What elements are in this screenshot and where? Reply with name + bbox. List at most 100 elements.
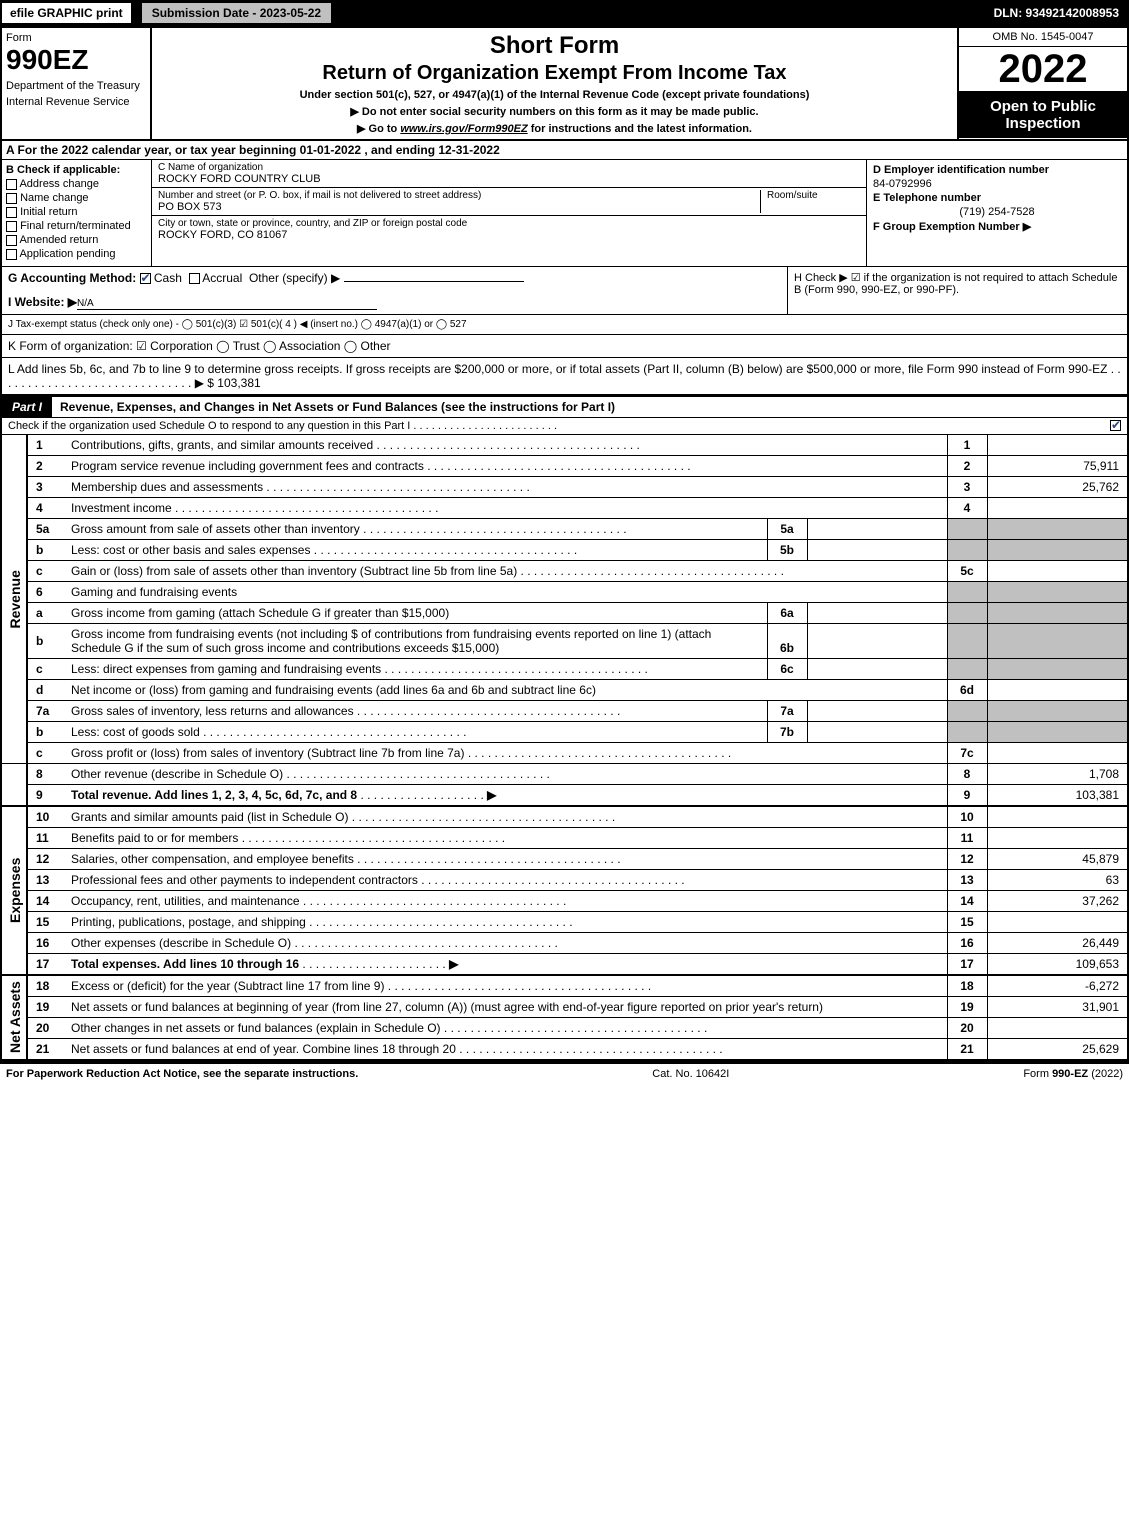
line-j: J Tax-exempt status (check only one) - ◯… [2,315,1127,335]
l9-no: 9 [27,785,67,807]
ein-label: D Employer identification number [873,164,1049,176]
phone-label: E Telephone number [873,192,981,204]
chk-cash[interactable] [140,273,151,284]
l20-outno: 20 [947,1018,987,1039]
l6-shade2 [987,582,1127,603]
street: PO BOX 573 [158,201,760,213]
group-exempt-label: F Group Exemption Number ▶ [873,221,1031,233]
title-short-form: Short Form [162,32,947,60]
chk-address[interactable]: Address change [6,178,147,190]
l8-outno: 8 [947,764,987,785]
l6b-desc: Gross income from fundraising events (no… [67,624,767,659]
l5a-desc: Gross amount from sale of assets other t… [67,519,767,540]
l17-desc: Total expenses. Add lines 10 through 16 … [67,954,947,976]
l20-no: 20 [27,1018,67,1039]
l9-desc: Total revenue. Add lines 1, 2, 3, 4, 5c,… [67,785,947,807]
l13-no: 13 [27,870,67,891]
l14-desc: Occupancy, rent, utilities, and maintena… [67,891,947,912]
l17-amt: 109,653 [987,954,1127,976]
l16-no: 16 [27,933,67,954]
l10-amt [987,806,1127,828]
dln: DLN: 93492142008953 [994,6,1129,20]
l13-desc: Professional fees and other payments to … [67,870,947,891]
col-c: C Name of organization ROCKY FORD COUNTR… [152,160,867,266]
room-label: Room/suite [767,190,860,201]
l21-desc: Net assets or fund balances at end of ye… [67,1039,947,1061]
part1-tab: Part I [2,397,52,417]
l20-amt [987,1018,1127,1039]
chk-accrual[interactable] [189,273,200,284]
l5b-no: b [27,540,67,561]
chk-pending[interactable]: Application pending [6,248,147,260]
street-label: Number and street (or P. O. box, if mail… [158,190,760,201]
chk-name[interactable]: Name change [6,192,147,204]
l5b-inamt [807,540,947,561]
l2-amt: 75,911 [987,456,1127,477]
l6b-inner: 6b [767,624,807,659]
l7b-desc: Less: cost of goods sold [67,722,767,743]
l6a-inamt [807,603,947,624]
l5b-shade [947,540,987,561]
l11-no: 11 [27,828,67,849]
l3-outno: 3 [947,477,987,498]
l2-desc: Program service revenue including govern… [67,456,947,477]
chk-final[interactable]: Final return/terminated [6,220,147,232]
l19-outno: 19 [947,997,987,1018]
l15-amt [987,912,1127,933]
header-row: Form 990EZ Department of the Treasury In… [2,28,1127,141]
efile-print[interactable]: efile GRAPHIC print [0,1,133,25]
l16-amt: 26,449 [987,933,1127,954]
line-h: H Check ▶ ☑ if the organization is not r… [787,267,1127,314]
l16-desc: Other expenses (describe in Schedule O) [67,933,947,954]
org-name: ROCKY FORD COUNTRY CLUB [158,173,860,185]
l21-outno: 21 [947,1039,987,1061]
header-right: OMB No. 1545-0047 2022 Open to Public In… [957,28,1127,139]
irs-link[interactable]: www.irs.gov/Form990EZ [400,123,527,135]
open-inspection: Open to Public Inspection [959,92,1127,138]
l9-amt: 103,381 [987,785,1127,807]
l7b-shade2 [987,722,1127,743]
l6a-inner: 6a [767,603,807,624]
city-cell: City or town, state or province, country… [152,216,866,243]
street-cell: Number and street (or P. O. box, if mail… [152,188,866,216]
l15-outno: 15 [947,912,987,933]
l15-desc: Printing, publications, postage, and shi… [67,912,947,933]
l18-outno: 18 [947,975,987,997]
l6a-shade2 [987,603,1127,624]
l8-no: 8 [27,764,67,785]
l10-outno: 10 [947,806,987,828]
l5c-no: c [27,561,67,582]
l7c-outno: 7c [947,743,987,764]
part1-schedule-o-check[interactable] [1110,420,1121,431]
chk-initial[interactable]: Initial return [6,206,147,218]
footer-left: For Paperwork Reduction Act Notice, see … [6,1068,358,1080]
l13-outno: 13 [947,870,987,891]
l6b-shade2 [987,624,1127,659]
l12-desc: Salaries, other compensation, and employ… [67,849,947,870]
l5c-outno: 5c [947,561,987,582]
l6c-inner: 6c [767,659,807,680]
l8-desc: Other revenue (describe in Schedule O) [67,764,947,785]
col-b: B Check if applicable: Address change Na… [2,160,152,266]
header-center: Short Form Return of Organization Exempt… [152,28,957,139]
l7a-inamt [807,701,947,722]
l2-outno: 2 [947,456,987,477]
l6a-no: a [27,603,67,624]
l14-outno: 14 [947,891,987,912]
l7a-desc: Gross sales of inventory, less returns a… [67,701,767,722]
l3-desc: Membership dues and assessments [67,477,947,498]
l7b-shade [947,722,987,743]
l1-amt [987,435,1127,456]
l11-desc: Benefits paid to or for members [67,828,947,849]
l6d-no: d [27,680,67,701]
gross-receipts: 103,381 [217,376,260,390]
l6-shade [947,582,987,603]
l7c-amt [987,743,1127,764]
chk-amended[interactable]: Amended return [6,234,147,246]
line-k: K Form of organization: ☑ Corporation ◯ … [2,335,1127,358]
l16-outno: 16 [947,933,987,954]
top-bar: efile GRAPHIC print Submission Date - 20… [0,0,1129,26]
line-i: I Website: ▶N/A [8,295,781,310]
l7a-shade [947,701,987,722]
netassets-side: Net Assets [2,975,27,1060]
